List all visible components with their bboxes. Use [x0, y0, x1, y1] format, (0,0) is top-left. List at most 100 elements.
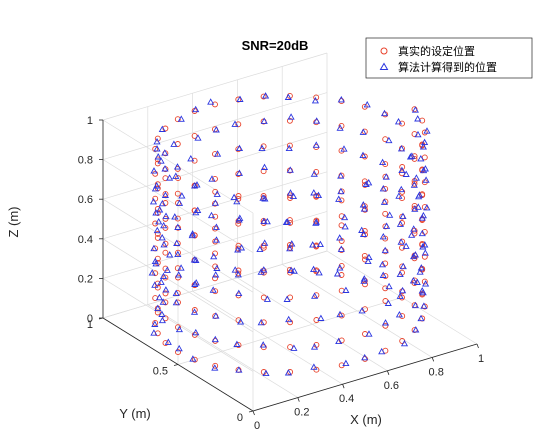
data-point-true	[338, 147, 345, 154]
data-point-estimated	[155, 217, 163, 225]
data-point-true	[154, 181, 161, 188]
data-point-estimated	[260, 163, 269, 170]
data-point-true	[399, 170, 405, 177]
data-point-estimated	[359, 201, 367, 208]
data-point-estimated	[236, 214, 244, 221]
data-point-estimated	[335, 195, 343, 202]
data-point-estimated	[417, 154, 425, 162]
z-tick-label: 0	[87, 313, 93, 325]
legend-entry-true: 真实的设定位置	[398, 44, 475, 58]
data-point-estimated	[382, 173, 390, 180]
data-point-true	[162, 249, 169, 256]
data-point-estimated	[365, 330, 373, 337]
data-point-estimated	[379, 271, 387, 278]
data-point-estimated	[256, 245, 264, 253]
data-point-estimated	[397, 144, 406, 152]
data-point-true	[361, 203, 368, 210]
legend-entry-estimated: 算法计算得到的位置	[398, 60, 497, 74]
data-point-true	[287, 244, 294, 251]
x-axis-line	[252, 343, 478, 412]
data-point-true	[421, 154, 428, 161]
data-point-estimated	[159, 298, 167, 305]
data-point-estimated	[411, 106, 419, 113]
data-point-estimated	[309, 241, 317, 248]
z-tick-label: 0.2	[78, 273, 93, 285]
data-point-estimated	[262, 369, 270, 377]
data-point-estimated	[337, 187, 345, 195]
data-point-estimated	[235, 169, 243, 176]
data-point-estimated	[158, 233, 166, 241]
data-point-true	[212, 275, 218, 282]
data-point-estimated	[420, 166, 428, 174]
data-point-estimated	[399, 212, 407, 220]
data-point-true	[382, 185, 389, 192]
data-point-estimated	[263, 217, 271, 225]
data-point-estimated	[288, 240, 296, 247]
data-point-estimated	[260, 117, 268, 124]
x-tick-mark	[387, 370, 390, 375]
data-point-estimated	[211, 199, 219, 206]
data-point-estimated	[421, 249, 429, 256]
data-point-estimated	[337, 172, 345, 179]
data-point-estimated	[310, 170, 318, 177]
data-point-estimated	[192, 328, 200, 336]
y-tick-label: 0	[237, 412, 243, 424]
grid-line	[102, 250, 328, 319]
data-point-estimated	[174, 250, 182, 258]
data-point-true	[411, 180, 418, 187]
data-point-estimated	[360, 275, 368, 282]
data-point-estimated	[396, 270, 404, 278]
data-point-estimated	[414, 203, 422, 210]
data-point-estimated	[212, 271, 220, 278]
data-point-estimated	[175, 325, 183, 333]
data-point-true	[338, 197, 345, 204]
data-point-estimated	[153, 226, 161, 234]
data-point-estimated	[287, 113, 295, 120]
data-point-estimated	[283, 295, 291, 302]
data-point-estimated	[282, 218, 290, 225]
data-point-estimated	[237, 318, 245, 325]
data-point-estimated	[211, 364, 219, 371]
data-point-estimated	[175, 271, 183, 278]
data-point-estimated	[234, 270, 242, 278]
data-point-estimated	[399, 262, 407, 270]
data-point-estimated	[408, 231, 416, 238]
data-point-estimated	[263, 295, 271, 302]
data-point-estimated	[316, 240, 324, 248]
data-point-estimated	[284, 93, 292, 100]
data-point-estimated	[417, 264, 425, 271]
axes	[98, 119, 479, 416]
data-point-estimated	[286, 166, 294, 173]
data-point-estimated	[158, 316, 166, 324]
data-point-estimated	[173, 239, 181, 246]
data-point-true	[235, 96, 242, 103]
data-point-estimated	[163, 266, 171, 273]
data-point-estimated	[190, 308, 199, 315]
data-point-estimated	[194, 134, 202, 141]
x-tick-mark	[476, 343, 479, 349]
data-point-estimated	[285, 315, 293, 323]
data-point-true	[152, 146, 159, 152]
data-point-estimated	[150, 244, 158, 252]
data-point-estimated	[384, 299, 392, 306]
data-point-estimated	[150, 167, 158, 174]
data-point-estimated	[235, 289, 243, 297]
x-tick-label: 0	[254, 420, 260, 432]
data-points	[148, 92, 431, 377]
z-tick-label: 0.6	[78, 194, 93, 206]
data-point-estimated	[284, 369, 292, 376]
data-point-estimated	[385, 282, 393, 290]
data-point-estimated	[311, 96, 319, 104]
data-point-estimated	[212, 312, 220, 319]
data-point-true	[421, 253, 428, 260]
data-point-estimated	[154, 153, 162, 160]
data-point-estimated	[310, 189, 318, 196]
data-point-estimated	[213, 190, 221, 197]
data-point-true	[421, 129, 428, 136]
data-point-estimated	[191, 182, 199, 189]
data-point-estimated	[262, 92, 270, 99]
data-point-estimated	[166, 174, 174, 181]
data-point-estimated	[378, 347, 386, 355]
data-point-true	[235, 270, 242, 277]
data-point-true	[362, 281, 368, 288]
